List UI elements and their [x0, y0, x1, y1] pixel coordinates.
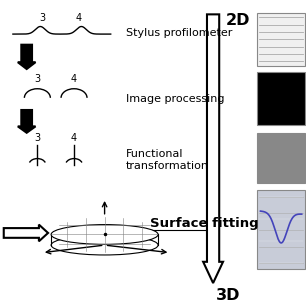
Bar — [257, 13, 305, 66]
Polygon shape — [18, 110, 36, 133]
Bar — [257, 190, 305, 269]
Bar — [257, 72, 305, 125]
Text: 4: 4 — [76, 13, 82, 22]
Polygon shape — [4, 225, 48, 241]
Text: 2D: 2D — [225, 13, 250, 28]
Text: 4: 4 — [71, 134, 77, 143]
Text: Functional
transformation: Functional transformation — [126, 149, 209, 171]
Text: 3: 3 — [34, 74, 41, 84]
Ellipse shape — [51, 235, 158, 255]
Text: 3D: 3D — [216, 288, 241, 303]
Text: Image processing: Image processing — [126, 94, 224, 104]
Polygon shape — [203, 14, 223, 283]
Text: Surface fitting: Surface fitting — [150, 217, 259, 230]
Text: Stylus profilometer: Stylus profilometer — [126, 28, 232, 37]
Polygon shape — [18, 45, 36, 69]
Ellipse shape — [51, 225, 158, 244]
Text: 3: 3 — [39, 13, 45, 22]
Bar — [257, 133, 305, 183]
Text: 3: 3 — [34, 134, 41, 143]
Text: 4: 4 — [71, 74, 77, 84]
